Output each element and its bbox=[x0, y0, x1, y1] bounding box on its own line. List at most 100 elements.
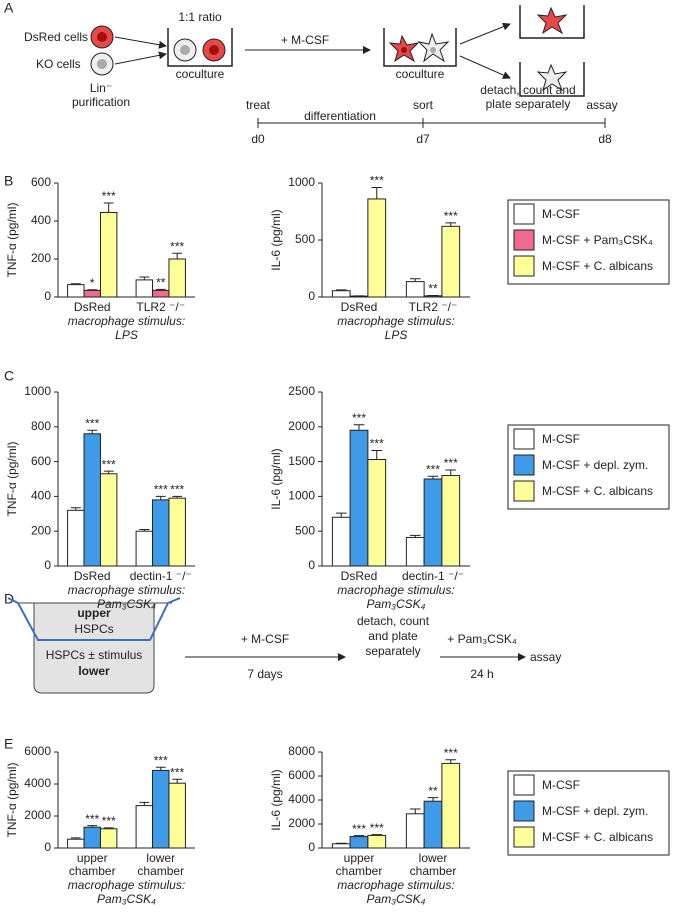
y-tick-label: 1500 bbox=[288, 454, 315, 468]
step-label: coculture bbox=[176, 67, 225, 81]
legend-label: M-CSF + C. albicans bbox=[542, 830, 653, 844]
significance: *** bbox=[370, 174, 384, 188]
significance: *** bbox=[444, 746, 458, 760]
significance: *** bbox=[170, 239, 184, 253]
error-bar bbox=[371, 187, 383, 199]
error-bar bbox=[445, 222, 457, 227]
y-axis-label: IL-6 (pg/ml) bbox=[269, 769, 283, 830]
error-bar bbox=[155, 288, 166, 291]
y-axis-label: TNF-α (pg/ml) bbox=[5, 763, 19, 838]
bar bbox=[405, 281, 425, 298]
y-tick-label: 200 bbox=[31, 523, 51, 537]
timeline-label: d7 bbox=[416, 132, 430, 146]
x-tick-label: TLR2 ⁻/⁻ bbox=[408, 300, 458, 314]
error-bar bbox=[139, 528, 150, 532]
significance: *** bbox=[102, 814, 116, 828]
significance: *** bbox=[102, 457, 116, 471]
y-tick-label: 6000 bbox=[288, 768, 315, 782]
x-tick-label: lower chamber bbox=[137, 851, 185, 878]
bar bbox=[152, 769, 170, 849]
legend-label: M-CSF bbox=[542, 207, 580, 221]
legend-box bbox=[507, 199, 670, 285]
x-axis-label: macrophage stimulus: bbox=[68, 878, 185, 892]
error-bar bbox=[103, 827, 114, 829]
error-bar bbox=[371, 449, 383, 460]
error-bar bbox=[70, 837, 81, 840]
step-label: 7 days bbox=[247, 667, 282, 681]
bar bbox=[83, 289, 101, 298]
x-axis-label: macrophage stimulus: bbox=[68, 314, 185, 328]
step-label: + M-CSF bbox=[281, 33, 329, 47]
bar bbox=[135, 805, 154, 849]
error-bar bbox=[172, 252, 183, 259]
legend-swatch bbox=[513, 774, 535, 796]
step-label: assay bbox=[530, 650, 561, 664]
step-label: detach, count bbox=[357, 614, 430, 628]
bar bbox=[441, 225, 461, 298]
y-tick-label: 600 bbox=[31, 454, 51, 468]
significance: ** bbox=[156, 276, 166, 290]
legend-swatch bbox=[513, 229, 535, 251]
well-label: HSPCs bbox=[74, 622, 113, 636]
error-bar bbox=[409, 278, 421, 282]
y-axis-label: IL-6 (pg/ml) bbox=[269, 448, 283, 509]
legend-swatch bbox=[513, 203, 535, 225]
error-bar bbox=[172, 778, 183, 784]
y-axis-label: TNF-α (pg/ml) bbox=[5, 442, 19, 517]
significance: *** bbox=[370, 821, 384, 835]
x-axis-label: LPS bbox=[385, 328, 408, 342]
y-tick-label: 400 bbox=[31, 489, 51, 503]
error-bar bbox=[155, 766, 166, 771]
x-axis-label: Pam₃CSK₄ bbox=[97, 892, 156, 906]
error-bar bbox=[445, 759, 457, 764]
bar bbox=[367, 459, 387, 567]
error-bar bbox=[103, 202, 114, 213]
significance: *** bbox=[352, 822, 366, 836]
y-tick-label: 4000 bbox=[24, 776, 51, 790]
panel-label: B bbox=[4, 173, 13, 189]
timeline-label: sort bbox=[413, 98, 434, 112]
significance: *** bbox=[444, 209, 458, 223]
step-label: Lin⁻ bbox=[90, 81, 112, 95]
bar bbox=[423, 800, 443, 849]
x-axis-label: LPS bbox=[115, 328, 138, 342]
significance: * bbox=[90, 276, 95, 290]
bar bbox=[168, 497, 186, 567]
bar bbox=[168, 782, 186, 849]
y-tick-label: 0 bbox=[308, 840, 315, 854]
bar bbox=[67, 284, 85, 298]
error-bar bbox=[155, 495, 166, 500]
x-axis-label: Pam₃CSK₄ bbox=[367, 597, 426, 611]
y-tick-label: 0 bbox=[308, 289, 315, 303]
bar bbox=[135, 530, 154, 567]
error-bar bbox=[335, 289, 347, 291]
legend-box bbox=[507, 770, 670, 856]
y-tick-label: 500 bbox=[295, 232, 315, 246]
significance: *** bbox=[170, 765, 184, 779]
bar bbox=[67, 509, 85, 567]
legend-label: M-CSF + C. albicans bbox=[542, 259, 653, 273]
y-axis-label: IL-6 (pg/ml) bbox=[269, 209, 283, 270]
significance: *** bbox=[102, 189, 116, 203]
significance: *** bbox=[154, 753, 168, 767]
x-tick-label: dectin-1 ⁻/⁻ bbox=[401, 569, 465, 583]
bar bbox=[441, 475, 461, 567]
x-axis-label: macrophage stimulus: bbox=[337, 314, 454, 328]
error-bar bbox=[427, 475, 439, 479]
bar bbox=[367, 198, 387, 298]
y-tick-label: 4000 bbox=[288, 792, 315, 806]
x-axis-label: Pam₃CSK₄ bbox=[367, 892, 426, 906]
x-tick-label: upper chamber bbox=[335, 851, 383, 878]
bar bbox=[423, 295, 443, 298]
x-tick-label: DsRed bbox=[340, 569, 378, 583]
error-bar bbox=[445, 469, 457, 476]
error-bar bbox=[87, 825, 98, 828]
x-axis-label: macrophage stimulus: bbox=[68, 583, 185, 597]
error-bar bbox=[103, 470, 114, 474]
y-tick-label: 1000 bbox=[288, 175, 315, 189]
significance: *** bbox=[170, 483, 184, 497]
bar bbox=[99, 211, 118, 298]
x-tick-label: upper chamber bbox=[68, 851, 116, 878]
significance: *** bbox=[444, 456, 458, 470]
